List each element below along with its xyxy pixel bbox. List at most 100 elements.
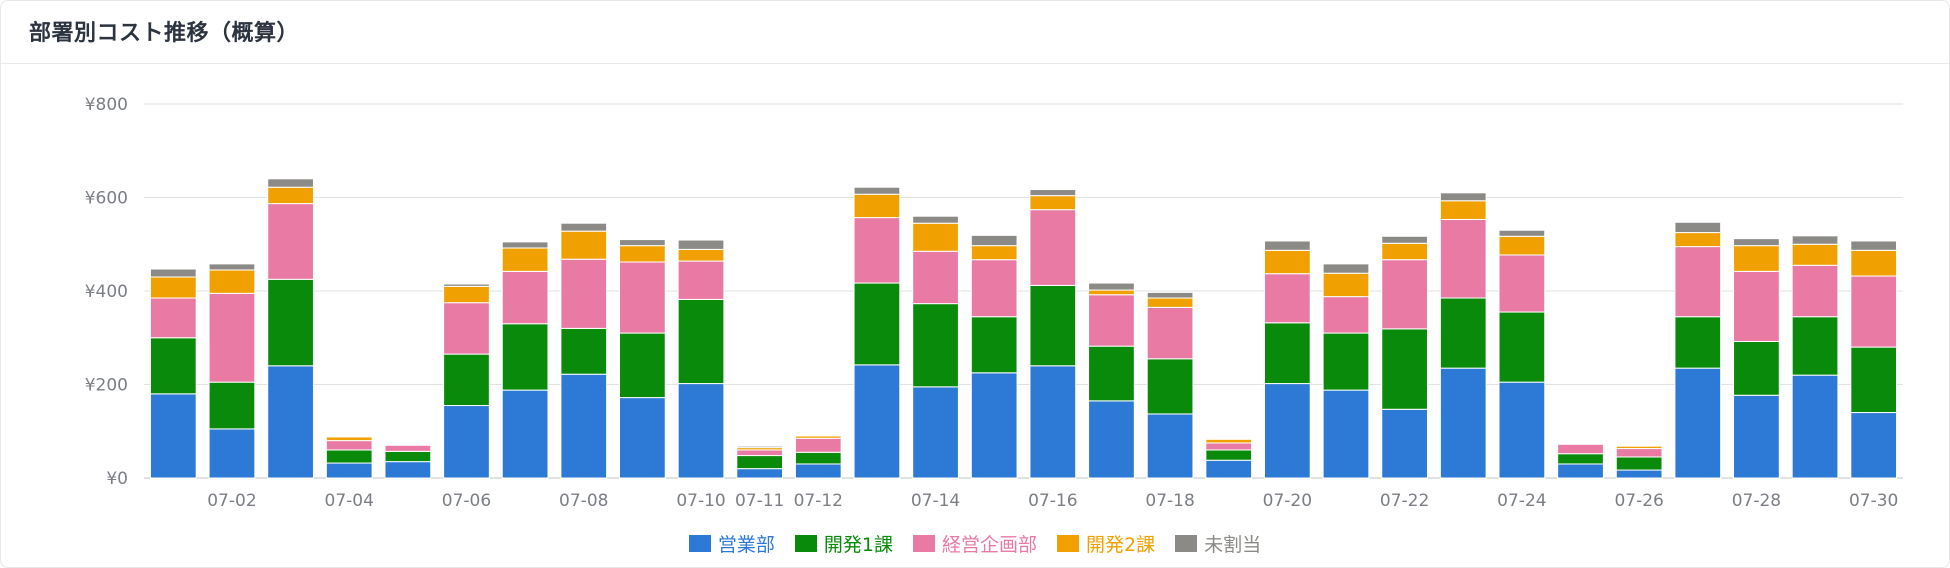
bar-segment xyxy=(970,372,1018,479)
bar-segment xyxy=(1322,296,1370,334)
bar-segment xyxy=(1850,275,1898,348)
legend-swatch xyxy=(912,534,935,552)
bar-segment xyxy=(1439,218,1487,299)
bar-segment xyxy=(1322,272,1370,298)
bar-segment xyxy=(325,449,373,464)
bar-segment xyxy=(1791,374,1839,479)
bar-segment xyxy=(560,222,608,232)
bar-segment xyxy=(560,230,608,260)
bar-segment xyxy=(619,261,666,334)
bar-segment xyxy=(677,260,725,300)
bar-segment xyxy=(149,297,197,339)
bar-segment xyxy=(1322,332,1370,391)
bar-segment xyxy=(1029,284,1077,367)
bar-segment xyxy=(912,215,959,224)
x-tick-label: 07-24 xyxy=(1497,491,1546,511)
bar-segment xyxy=(1674,246,1722,318)
bar-segment xyxy=(1263,322,1311,385)
legend-item[interactable]: 未割当 xyxy=(1175,530,1261,557)
chart-legend: 営業部 開発1課 経営企画部 開発2課 未割当 xyxy=(0,528,1950,558)
bar-segment xyxy=(1263,240,1311,251)
y-tick-label: ¥800 xyxy=(85,95,128,115)
bar-segment xyxy=(1615,448,1663,458)
bar-segment xyxy=(619,397,666,479)
bar-segment xyxy=(1439,192,1487,202)
bar-segment xyxy=(267,186,314,205)
bar-segment xyxy=(736,468,784,479)
bar-segment xyxy=(677,248,725,262)
bar-segment xyxy=(1029,365,1077,479)
bar-segment xyxy=(384,444,432,452)
bar-segment xyxy=(1146,291,1194,299)
bar-segment xyxy=(501,247,549,272)
bar-segment xyxy=(736,449,784,457)
bar-segment xyxy=(736,445,784,449)
x-tick-label: 07-10 xyxy=(676,491,725,511)
bar-segment xyxy=(1263,273,1311,324)
legend-swatch xyxy=(794,534,817,552)
bar-segment xyxy=(1205,437,1253,440)
bar-segment xyxy=(1791,264,1839,318)
bar-segment xyxy=(208,269,256,294)
bar-segment xyxy=(677,383,725,479)
x-tick-label: 07-06 xyxy=(442,491,491,511)
bar-segment xyxy=(443,405,490,479)
bar-segment xyxy=(1733,394,1780,479)
bar-segment xyxy=(1381,235,1428,244)
bar-segment xyxy=(853,193,901,219)
x-tick-label: 07-28 xyxy=(1732,491,1781,511)
bar-segment xyxy=(1498,229,1546,237)
bar-segment xyxy=(1146,297,1194,308)
legend-item[interactable]: 開発2課 xyxy=(1057,530,1155,557)
bar-segment xyxy=(1733,238,1780,247)
bar-segment xyxy=(1322,263,1370,274)
bar-segment xyxy=(619,239,666,247)
bar-segment xyxy=(1381,408,1428,479)
bar-segment xyxy=(1674,232,1722,248)
bar-segment xyxy=(384,461,432,479)
bar-segment xyxy=(1791,243,1839,266)
legend-item[interactable]: 営業部 xyxy=(688,530,775,557)
bar-segment xyxy=(970,316,1018,374)
bar-segment xyxy=(267,278,314,367)
bar-segment xyxy=(501,270,549,325)
bar-segment xyxy=(149,337,197,395)
bar-segment xyxy=(736,455,784,470)
card-header: 部署別コスト推移（概算） xyxy=(1,1,1949,64)
bar-segment xyxy=(1498,254,1546,313)
legend-item[interactable]: 開発1課 xyxy=(794,530,893,557)
legend-item[interactable]: 経営企画部 xyxy=(912,530,1037,557)
bar-segment xyxy=(1557,463,1604,479)
bar-segment xyxy=(501,241,549,249)
bar-segment xyxy=(443,285,490,304)
bar-segment xyxy=(1205,442,1253,451)
y-tick-label: ¥200 xyxy=(85,376,128,396)
bar-segment xyxy=(1146,358,1194,415)
bar-segment xyxy=(677,239,725,250)
bar-segment xyxy=(149,276,197,299)
bar-segment xyxy=(1029,195,1077,211)
bar-segment xyxy=(501,323,549,391)
bar-segment xyxy=(1088,400,1135,479)
bar-segment xyxy=(1557,443,1604,455)
x-tick-label: 07-14 xyxy=(911,491,960,511)
bar-segment xyxy=(1381,328,1428,410)
bar-segment xyxy=(325,436,373,442)
x-tick-label: 07-04 xyxy=(325,491,374,511)
bar-segment xyxy=(208,428,256,479)
bar-segment xyxy=(267,365,314,479)
bar-segment xyxy=(853,282,901,366)
bar-segment xyxy=(970,234,1018,247)
bar-segment xyxy=(149,393,197,479)
legend-label: 開発2課 xyxy=(1086,533,1156,556)
legend-swatch xyxy=(1175,534,1198,552)
x-tick-label: 07-08 xyxy=(559,491,608,511)
bar-segment xyxy=(149,268,197,278)
legend-label: 経営企画部 xyxy=(941,533,1037,556)
x-tick-label: 07-02 xyxy=(207,491,256,511)
bar-segment xyxy=(1674,316,1722,369)
bar-segment xyxy=(208,263,256,271)
bar-segment xyxy=(267,203,314,280)
bar-segment xyxy=(1850,240,1898,251)
